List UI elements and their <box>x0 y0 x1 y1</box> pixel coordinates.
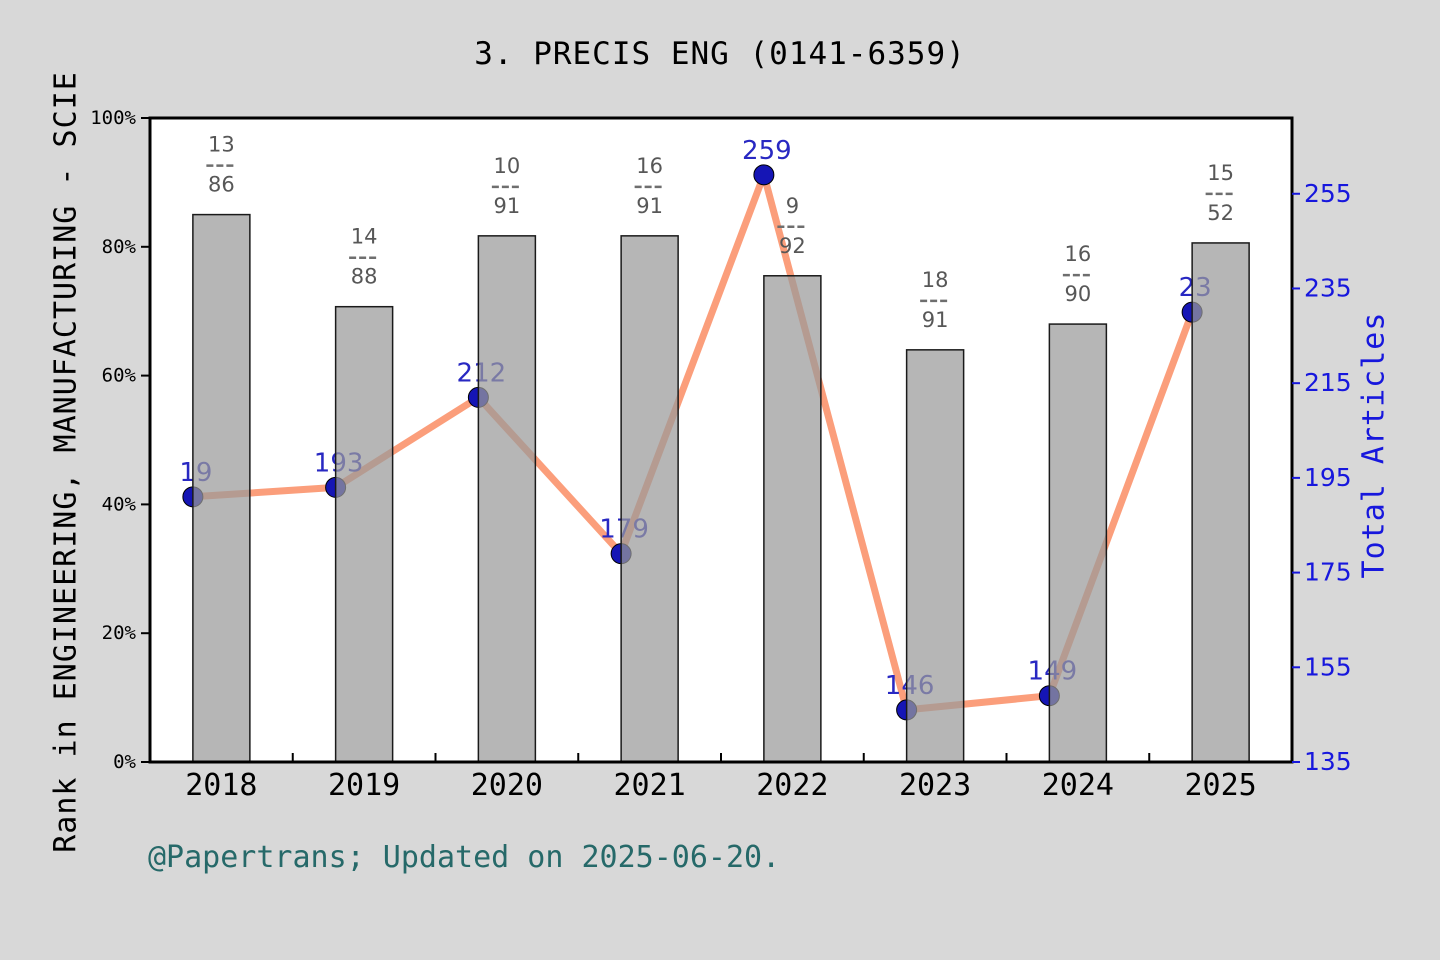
point-label-2022: 259 <box>742 136 792 166</box>
left-tick-label-80: 80% <box>102 236 137 258</box>
left-tick-label-60: 60% <box>102 365 137 387</box>
rank-denominator-2021: 91 <box>636 194 663 218</box>
page-title: 3. PRECIS ENG (0141-6359) <box>474 36 966 72</box>
right-tick-label-195: 195 <box>1304 463 1352 492</box>
bar-2021 <box>620 235 679 763</box>
attribution-text: @Papertrans; Updated on 2025-06-20. <box>148 840 781 875</box>
rank-numerator-2020: 10 <box>494 154 521 178</box>
left-tick-label-40: 40% <box>102 493 137 515</box>
rank-numerator-2022: 9 <box>786 194 799 218</box>
x-tick-label-2023: 2023 <box>899 768 971 803</box>
rank-denominator-2020: 91 <box>494 194 521 218</box>
right-tick-label-235: 235 <box>1304 273 1352 302</box>
rank-denominator-2024: 90 <box>1065 282 1092 306</box>
x-tick-label-2020: 2020 <box>471 768 543 803</box>
plot-area <box>150 118 1292 762</box>
right-tick-label-175: 175 <box>1304 558 1352 587</box>
rank-denominator-2018: 86 <box>208 173 235 197</box>
rank-numerator-2018: 13 <box>208 133 235 157</box>
rank-numerator-2024: 16 <box>1065 242 1092 266</box>
bar-2020 <box>477 235 537 763</box>
x-tick-label-2021: 2021 <box>614 768 686 803</box>
rank-numerator-2021: 16 <box>636 154 663 178</box>
rank-numerator-2019: 14 <box>351 225 378 249</box>
right-tick-label-155: 155 <box>1304 652 1352 681</box>
rank-numerator-2025: 15 <box>1207 161 1234 185</box>
right-tick-label-255: 255 <box>1304 179 1352 208</box>
bar-2025 <box>1191 242 1250 763</box>
left-tick-label-100: 100% <box>90 107 136 129</box>
x-tick-label-2024: 2024 <box>1042 768 1114 803</box>
line-point-2022 <box>753 164 775 186</box>
x-tick-label-2022: 2022 <box>756 768 828 803</box>
rank-numerator-2023: 18 <box>922 268 949 292</box>
bar-2019 <box>334 305 394 763</box>
rank-denominator-2023: 91 <box>922 308 949 332</box>
bar-2018 <box>192 213 251 763</box>
rank-denominator-2022: 92 <box>779 234 806 258</box>
right-tick-label-135: 135 <box>1304 747 1352 776</box>
left-tick-label-0: 0% <box>113 751 136 773</box>
right-tick-label-215: 215 <box>1304 368 1352 397</box>
rank-denominator-2019: 88 <box>351 265 378 289</box>
x-tick-label-2018: 2018 <box>185 768 257 803</box>
bar-2023 <box>905 349 965 763</box>
rank-denominator-2025: 52 <box>1207 201 1234 225</box>
x-tick-label-2025: 2025 <box>1185 768 1257 803</box>
bar-2022 <box>763 275 822 763</box>
x-tick-label-2019: 2019 <box>328 768 400 803</box>
bar-2024 <box>1048 323 1108 763</box>
left-tick-label-20: 20% <box>102 622 137 644</box>
